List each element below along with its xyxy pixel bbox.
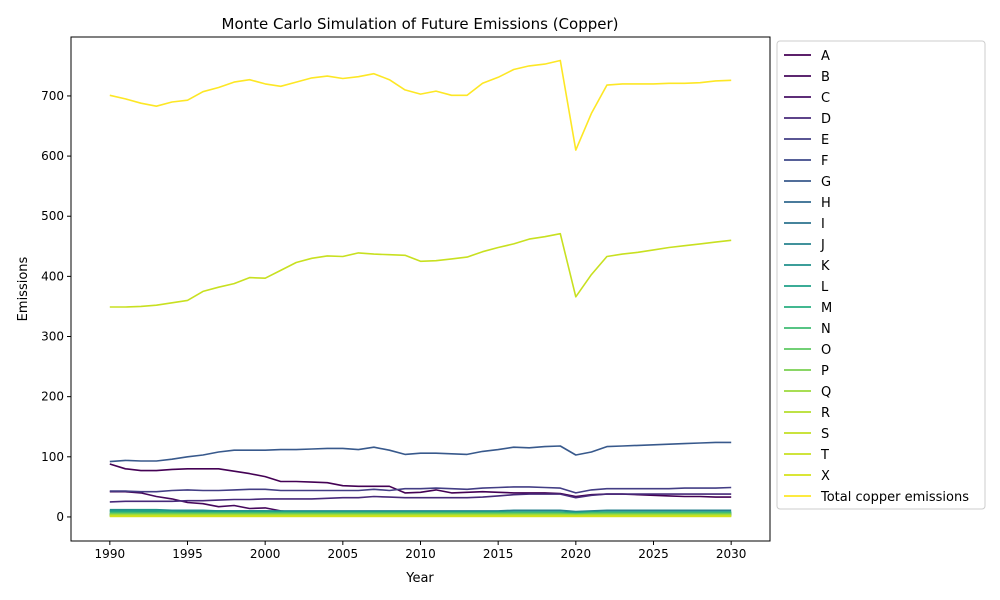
legend-label-4: E bbox=[821, 133, 829, 148]
series-line-6 bbox=[109, 441, 732, 463]
y-axis-ticks: 0 100 200 300 400 500 600 700 bbox=[41, 89, 71, 524]
x-tick-label: 2005 bbox=[328, 547, 359, 561]
series-line-3 bbox=[109, 493, 732, 503]
legend-label-20: X bbox=[821, 469, 830, 484]
legend-frame bbox=[776, 40, 986, 510]
legend-label-5: F bbox=[821, 154, 828, 169]
legend-label-10: K bbox=[821, 259, 830, 274]
legend-label-3: D bbox=[821, 112, 831, 127]
y-tick-label: 600 bbox=[41, 149, 64, 163]
series-line-19 bbox=[109, 232, 732, 308]
x-axis-ticks: 1990 1995 2000 2005 2010 2015 2020 2025 2030 bbox=[95, 541, 747, 561]
y-tick-label: 300 bbox=[41, 330, 64, 344]
series-line-4 bbox=[109, 486, 732, 494]
x-tick-label: 2015 bbox=[483, 547, 514, 561]
y-tick-label: 500 bbox=[41, 209, 64, 223]
x-tick-label: 2010 bbox=[405, 547, 436, 561]
y-tick-label: 700 bbox=[41, 89, 64, 103]
y-axis-label: Emissions bbox=[16, 256, 31, 321]
series-line-14 bbox=[109, 512, 732, 515]
legend-label-12: M bbox=[821, 301, 832, 316]
x-tick-label: 1995 bbox=[172, 547, 203, 561]
x-tick-label: 2020 bbox=[561, 547, 592, 561]
legend-label-11: L bbox=[821, 280, 829, 295]
series-lines bbox=[109, 59, 732, 518]
legend-label-16: Q bbox=[821, 385, 831, 400]
plot-area-frame bbox=[70, 36, 771, 542]
chart-title: Monte Carlo Simulation of Future Emissio… bbox=[222, 15, 619, 33]
x-axis-label: Year bbox=[405, 571, 434, 586]
legend-label-9: J bbox=[820, 238, 825, 253]
series-line-21 bbox=[109, 59, 732, 151]
legend-label-1: B bbox=[821, 70, 830, 85]
series-line-16 bbox=[109, 513, 732, 516]
legend-label-19: T bbox=[820, 448, 829, 463]
x-tick-label: 2000 bbox=[250, 547, 281, 561]
legend-label-15: P bbox=[821, 364, 829, 379]
y-tick-label: 400 bbox=[41, 269, 64, 283]
legend-label-8: I bbox=[821, 217, 825, 232]
legend-label-7: H bbox=[821, 196, 831, 211]
legend-label-18: S bbox=[821, 427, 829, 442]
y-tick-label: 200 bbox=[41, 390, 64, 404]
y-tick-label: 0 bbox=[56, 510, 64, 524]
legend-label-0: A bbox=[821, 49, 830, 64]
x-tick-label: 2025 bbox=[638, 547, 669, 561]
legend-label-6: G bbox=[821, 175, 831, 190]
legend-label-21: Total copper emissions bbox=[820, 490, 969, 505]
legend-label-14: O bbox=[821, 343, 831, 358]
x-tick-label: 1990 bbox=[95, 547, 126, 561]
x-tick-label: 2030 bbox=[716, 547, 747, 561]
y-tick-label: 100 bbox=[41, 450, 64, 464]
legend-label-13: N bbox=[821, 322, 831, 337]
legend-label-2: C bbox=[821, 91, 830, 106]
legend-label-17: R bbox=[821, 406, 830, 421]
